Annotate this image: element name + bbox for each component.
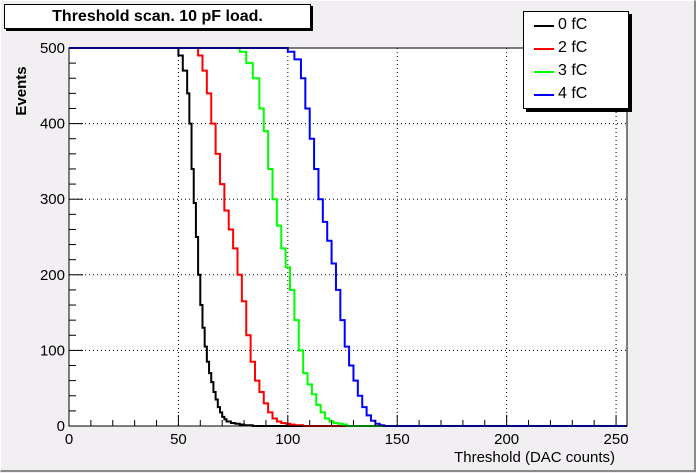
series-line [69,47,627,427]
legend: 0 fC 2 fC 3 fC 4 fC [523,11,629,109]
y-tick-label: 100 [40,342,65,359]
x-tick-label: 0 [65,431,73,448]
y-tick-label: 0 [57,418,65,435]
legend-item: 4 fC [524,84,628,104]
y-tick-label: 200 [40,267,65,284]
chart-title: Threshold scan. 10 pF load. [4,4,311,29]
x-tick-label: 100 [275,431,300,448]
legend-swatch [534,71,554,73]
x-tick-label: 200 [494,431,519,448]
legend-item: 0 fC [524,15,628,35]
y-tick-label: 300 [40,191,65,208]
legend-item: 2 fC [524,38,628,58]
y-tick-label: 500 [40,40,65,57]
y-axis-label: Events [13,66,30,115]
legend-label: 4 fC [558,85,588,102]
series-layer [69,47,627,427]
legend-swatch [534,48,554,50]
y-tick-label: 400 [40,116,65,133]
series-line [69,47,627,427]
x-tick-label: 250 [604,431,629,448]
x-tick-label: 50 [170,431,187,448]
x-tick-label: 150 [385,431,410,448]
plot-frame-background [69,48,627,426]
legend-item: 3 fC [524,61,628,81]
legend-label: 0 fC [558,16,588,33]
legend-swatch [534,94,554,96]
legend-label: 2 fC [558,39,588,56]
legend-label: 3 fC [558,62,588,79]
legend-swatch [534,25,554,27]
plot-frame-border [68,47,628,427]
series-line [69,47,627,427]
x-axis-label: Threshold (DAC counts) [454,449,615,466]
axis-layer: 0 50 100 150 200 250 0 100 200 300 400 500 [40,40,629,448]
series-line [69,47,627,427]
